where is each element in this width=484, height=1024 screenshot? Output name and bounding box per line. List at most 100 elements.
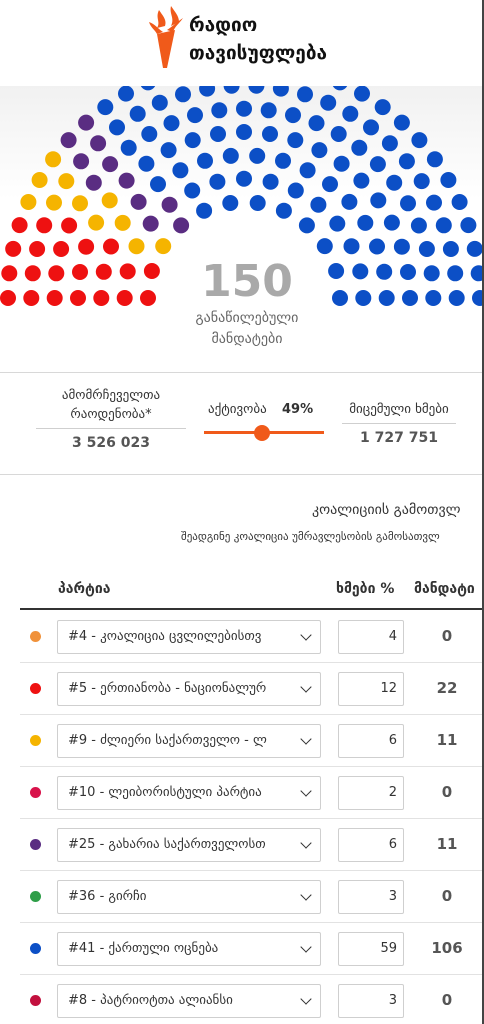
seat-dot [102, 156, 119, 173]
seat-dot [297, 86, 313, 103]
seat-dot [332, 290, 348, 306]
seat-dot [129, 105, 146, 122]
table-row: #25 - გახარია საქართველოსთ 6 11 [20, 819, 484, 871]
seat-dot [20, 194, 37, 210]
seat-dot [376, 263, 393, 280]
seat-dot [142, 215, 159, 232]
seat-dot [426, 194, 442, 211]
seats-value: 106 [431, 939, 463, 957]
votes-percent-input[interactable]: 6 [338, 724, 404, 758]
viewport-edge [482, 0, 484, 1024]
table-header-rule [20, 608, 484, 610]
seat-dot [442, 241, 459, 257]
seat-dot [103, 238, 119, 255]
seat-dot [320, 94, 337, 111]
seats-value: 0 [441, 627, 453, 645]
seat-dot [402, 290, 418, 306]
votes-percent-input[interactable]: 4 [338, 620, 404, 654]
seat-dot [352, 263, 369, 280]
seat-dot [128, 238, 145, 255]
seat-dot [425, 290, 442, 306]
party-select[interactable]: #4 - კოალიცია ცვლილებისთვ [57, 620, 321, 654]
seat-dot [342, 105, 359, 122]
seat-dot [287, 182, 304, 199]
table-row: #10 - ლეიბორისტული პარტია 2 0 [20, 767, 484, 819]
seat-dot [90, 135, 107, 152]
seat-arc [0, 86, 484, 306]
votes-percent-input[interactable]: 3 [338, 984, 404, 1018]
seat-dot [322, 176, 338, 193]
party-select[interactable]: #36 - გირჩი [57, 880, 321, 914]
radio-liberty-logo[interactable]: რადიო თავისუფლება [145, 4, 365, 70]
seat-dot [470, 265, 484, 282]
seat-dot [196, 202, 213, 219]
votes-percent-input[interactable]: 59 [338, 932, 404, 966]
seat-dot [141, 126, 158, 142]
table-row: #8 - პატრიოტთა ალიანსი 3 0 [20, 975, 484, 1024]
votes-percent-input[interactable]: 3 [338, 880, 404, 914]
seat-dot [209, 173, 226, 190]
seat-dot [248, 86, 265, 94]
seat-dot [275, 202, 292, 219]
votes-percent-input[interactable]: 6 [338, 828, 404, 862]
party-color-dot [30, 995, 41, 1006]
seat-dot [249, 147, 266, 164]
seat-dot [330, 126, 347, 142]
party-select[interactable]: #8 - პატრიოტთა ალიანსი [57, 984, 321, 1018]
seat-dot [118, 86, 134, 102]
seat-dot [287, 132, 304, 149]
party-select-value: #4 - კოალიცია ცვლილებისთვ [68, 629, 262, 644]
seat-dot [72, 195, 88, 212]
seat-dot [119, 263, 136, 280]
votes-cast-value: 1 727 751 [360, 430, 438, 446]
seat-dot [116, 290, 133, 306]
votes-percent-input[interactable]: 12 [338, 672, 404, 706]
party-select-value: #10 - ლეიბორისტული პარტია [68, 785, 262, 800]
seat-dot [101, 192, 118, 209]
seat-dot [386, 174, 403, 191]
seat-dot [161, 196, 178, 213]
seat-dot [85, 174, 102, 191]
party-select-value: #36 - გირჩი [68, 889, 147, 904]
seat-dot [472, 290, 484, 306]
seat-dot [109, 119, 125, 136]
seat-dot [140, 290, 156, 306]
seat-dot [423, 265, 440, 282]
table-row: #36 - გირჩი 3 0 [20, 871, 484, 923]
table-row: #41 - ქართული ოცნება 59 106 [20, 923, 484, 975]
party-select-value: #8 - პატრიოტთა ალიანსი [68, 993, 233, 1008]
chevron-down-icon [300, 941, 312, 953]
seat-dot [61, 217, 78, 234]
seat-dot [329, 215, 346, 232]
party-color-dot [30, 683, 41, 694]
seats-value: 0 [441, 783, 453, 801]
seat-dot [260, 102, 277, 119]
seat-dot [357, 214, 374, 231]
electorate-stat: ამომრჩეველთა რაოდენობა* 3 526 023 [36, 386, 186, 451]
logo-text-line2: თავისუფლება [189, 42, 328, 64]
seat-dot [451, 194, 468, 210]
seat-dot [184, 182, 201, 199]
seat-dot [400, 264, 416, 280]
seat-dot [197, 152, 213, 169]
party-color-dot [30, 787, 41, 798]
party-select[interactable]: #25 - გახარია საქართველოსთ [57, 828, 321, 862]
party-select[interactable]: #9 - ძლიერი საქართველო - ლ [57, 724, 321, 758]
seat-dot [114, 214, 131, 231]
party-select[interactable]: #10 - ლეიბორისტული პარტია [57, 776, 321, 810]
seat-dot [370, 192, 387, 209]
total-seats-label-line1: განაწილებული [195, 310, 299, 326]
turnout-slider-handle[interactable] [254, 425, 270, 441]
seat-dot [351, 139, 368, 156]
party-select[interactable]: #5 - ერთიანობა - ნაციონალურ [57, 672, 321, 706]
seat-dot [60, 132, 77, 149]
seat-dot [58, 173, 75, 190]
party-select[interactable]: #41 - ქართული ოცნება [57, 932, 321, 966]
votes-percent-input[interactable]: 2 [338, 776, 404, 810]
seat-dot [383, 214, 400, 231]
seat-dot [332, 86, 348, 91]
party-color-dot [30, 891, 41, 902]
seat-dot [70, 290, 86, 306]
seat-dot [53, 241, 70, 257]
